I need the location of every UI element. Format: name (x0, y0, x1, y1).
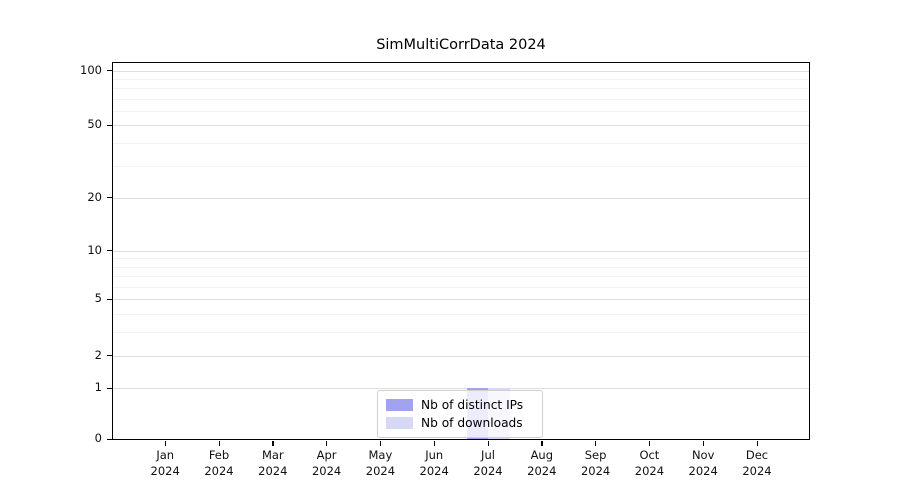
x-tick-mark (595, 441, 597, 446)
gridline-minor (113, 110, 809, 112)
gridline-major (113, 197, 809, 199)
y-tick-label: 50 (87, 117, 102, 132)
x-tick-mark (433, 441, 435, 446)
y-tick-label: 20 (87, 189, 102, 204)
x-tick-label: Jul 2024 (473, 448, 503, 478)
x-tick-mark (379, 441, 382, 446)
y-tick-mark (107, 70, 112, 72)
y-tick-label: 5 (94, 291, 102, 306)
x-tick-mark (272, 441, 274, 446)
legend-label: Nb of downloads (421, 416, 523, 430)
x-tick-label: Dec 2024 (742, 448, 772, 478)
x-tick-label: Mar 2024 (258, 448, 288, 478)
x-tick-label: Apr 2024 (311, 448, 342, 478)
gridline-major (113, 250, 809, 252)
legend-swatch (386, 399, 413, 411)
gridline-minor (113, 98, 809, 100)
x-tick-mark (702, 441, 704, 446)
gridline-minor (113, 79, 809, 81)
gridline-minor (113, 143, 809, 145)
y-tick-label: 10 (87, 242, 102, 257)
x-tick-mark (218, 441, 220, 446)
legend-entry: Nb of distinct IPs (386, 396, 534, 414)
x-tick-mark (541, 441, 543, 446)
gridline-minor (113, 266, 809, 268)
gridline-minor (113, 332, 809, 334)
x-tick-mark (326, 441, 328, 446)
x-tick-label: Oct 2024 (634, 448, 665, 478)
legend-entry: Nb of downloads (386, 414, 534, 432)
y-tick-mark (107, 124, 112, 127)
gridline-minor (113, 276, 809, 278)
x-tick-mark (164, 441, 166, 446)
x-tick-mark (648, 441, 651, 446)
legend-swatch (386, 417, 413, 429)
chart-title: SimMultiCorrData 2024 (376, 37, 546, 53)
x-tick-label: Nov 2024 (688, 448, 718, 478)
y-tick-mark (107, 298, 112, 301)
x-tick-mark (487, 441, 489, 446)
legend-label: Nb of distinct IPs (421, 398, 524, 412)
legend: Nb of distinct IPs Nb of downloads (377, 390, 543, 438)
gridline-minor (113, 88, 809, 90)
x-tick-mark (756, 441, 758, 446)
gridline-major (113, 299, 809, 301)
gridline-major (113, 355, 809, 357)
x-tick-label: Feb 2024 (204, 448, 234, 478)
x-tick-label: May 2024 (365, 448, 396, 478)
gridline-major (113, 125, 809, 127)
y-tick-label: 2 (94, 347, 102, 362)
gridline-major (113, 388, 809, 390)
gridline-major (113, 70, 809, 72)
gridline-minor (113, 286, 809, 288)
plot-area (112, 62, 810, 440)
y-tick-mark (107, 438, 112, 441)
y-tick-mark (107, 387, 112, 390)
x-tick-label: Jan 2024 (150, 448, 180, 478)
y-tick-mark (107, 250, 112, 252)
y-tick-label: 100 (80, 62, 102, 77)
y-tick-mark (107, 197, 112, 199)
gridline-minor (113, 258, 809, 260)
y-tick-label: 0 (94, 431, 102, 446)
y-tick-mark (107, 355, 112, 357)
gridline-minor (113, 165, 809, 167)
x-tick-label: Aug 2024 (527, 448, 557, 478)
x-tick-label: Sep 2024 (580, 448, 611, 478)
y-tick-label: 1 (94, 380, 102, 395)
x-tick-label: Jun 2024 (419, 448, 449, 478)
gridline-minor (113, 314, 809, 316)
